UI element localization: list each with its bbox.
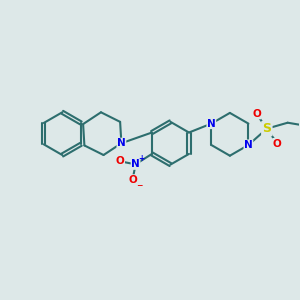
Text: N: N: [207, 118, 216, 129]
Text: +: +: [138, 154, 144, 164]
Text: N: N: [117, 138, 126, 148]
Text: O: O: [273, 139, 282, 148]
Text: S: S: [262, 122, 271, 135]
Text: N: N: [244, 140, 253, 150]
Text: O: O: [252, 109, 261, 119]
Text: N: N: [131, 159, 140, 169]
Text: −: −: [136, 181, 142, 190]
Text: O: O: [128, 175, 137, 185]
Text: O: O: [116, 156, 124, 167]
Text: N: N: [117, 138, 126, 148]
